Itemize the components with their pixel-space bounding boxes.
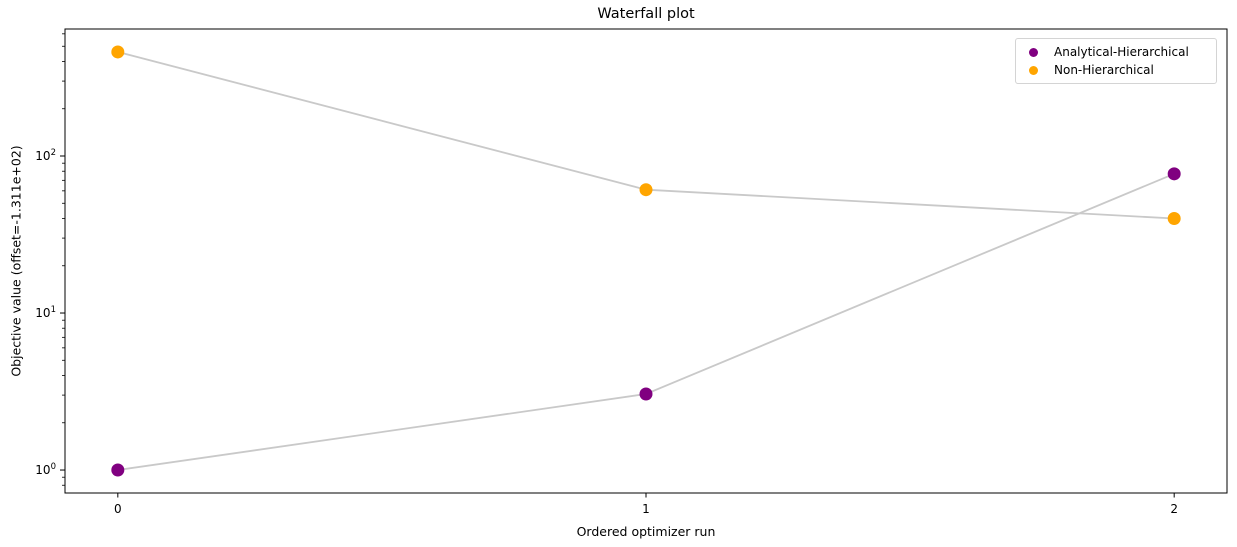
x-tick-label: 0 — [114, 502, 122, 516]
data-point-analytical-hierarchical-2 — [1167, 167, 1181, 181]
y-axis-label: Objective value (offset=-1.311e+02) — [8, 145, 24, 377]
legend-marker-analytical-hierarchical-icon — [1029, 47, 1038, 57]
y-tick-label: 100 — [35, 462, 56, 477]
y-tick-exponent: 2 — [51, 148, 56, 158]
x-axis-label: Ordered optimizer run — [576, 524, 716, 539]
chart-title: Waterfall plot — [597, 6, 695, 22]
data-point-analytical-hierarchical-1 — [639, 387, 653, 401]
plot-area-border — [64, 28, 1228, 494]
legend-marker-non-hierarchical-icon — [1029, 65, 1038, 75]
series-line-analytical-hierarchical — [116, 172, 1176, 471]
x-tick-label: 2 — [1170, 502, 1178, 516]
legend-label-analytical-hierarchical: Analytical-Hierarchical — [1054, 45, 1189, 59]
data-point-analytical-hierarchical-0 — [111, 463, 125, 477]
data-point-non-hierarchical-0 — [111, 45, 125, 59]
legend-label-non-hierarchical: Non-Hierarchical — [1054, 63, 1154, 77]
y-tick-exponent: 1 — [51, 305, 56, 315]
y-tick-exponent: 0 — [51, 462, 56, 472]
x-tick-label: 1 — [642, 502, 650, 516]
y-tick-label: 102 — [35, 148, 56, 163]
y-tick-label: 101 — [35, 305, 56, 320]
legend: Analytical-Hierarchical Non-Hierarchical — [1015, 38, 1217, 84]
data-point-non-hierarchical-2 — [1167, 211, 1181, 225]
data-point-non-hierarchical-1 — [639, 183, 653, 197]
legend-item-non-hierarchical: Non-Hierarchical — [1029, 64, 1208, 76]
legend-item-analytical-hierarchical: Analytical-Hierarchical — [1029, 46, 1208, 58]
